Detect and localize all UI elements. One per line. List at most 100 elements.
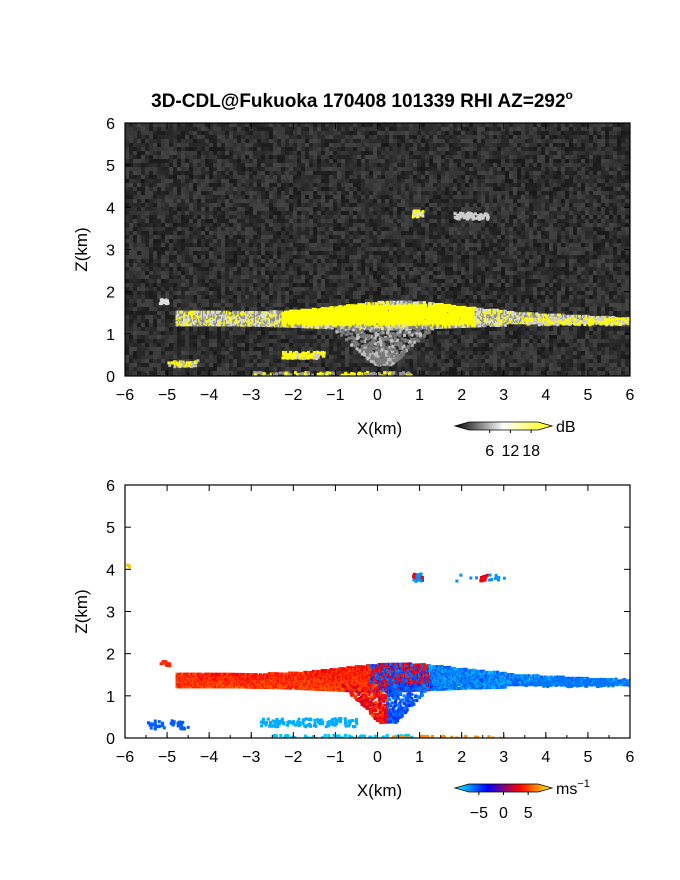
noise-cell — [357, 183, 361, 187]
noise-cell — [305, 255, 309, 259]
noise-cell — [429, 171, 433, 175]
noise-cell — [389, 191, 393, 195]
noise-cell — [261, 139, 265, 143]
noise-cell — [625, 239, 629, 243]
noise-cell — [221, 139, 225, 143]
noise-cell — [577, 271, 581, 275]
noise-cell — [513, 239, 517, 243]
noise-cell — [269, 207, 273, 211]
noise-cell — [457, 231, 461, 235]
noise-cell — [349, 275, 353, 279]
noise-cell — [273, 163, 277, 167]
noise-cell — [441, 135, 445, 139]
noise-cell — [593, 203, 597, 207]
noise-cell — [213, 247, 217, 251]
noise-cell — [233, 263, 237, 267]
noise-cell — [549, 239, 553, 243]
noise-cell — [437, 267, 441, 271]
noise-cell — [401, 227, 405, 231]
noise-cell — [625, 259, 629, 263]
noise-cell — [201, 127, 205, 131]
noise-cell — [281, 187, 285, 191]
noise-cell — [545, 159, 549, 163]
noise-cell — [469, 131, 473, 135]
noise-cell — [161, 271, 165, 275]
noise-cell — [189, 203, 193, 207]
noise-cell — [189, 207, 193, 211]
noise-cell — [441, 251, 445, 255]
noise-cell — [453, 151, 457, 155]
noise-cell — [621, 179, 625, 183]
noise-cell — [605, 215, 609, 219]
noise-cell — [313, 219, 317, 223]
noise-cell — [405, 135, 409, 139]
noise-cell — [577, 207, 581, 211]
noise-cell — [129, 231, 133, 235]
noise-cell — [201, 255, 205, 259]
noise-cell — [585, 203, 589, 207]
noise-cell — [553, 139, 557, 143]
noise-cell — [369, 167, 373, 171]
noise-cell — [141, 123, 145, 127]
noise-cell — [337, 211, 341, 215]
noise-cell — [341, 191, 345, 195]
noise-cell — [169, 155, 173, 159]
noise-cell — [601, 167, 605, 171]
noise-cell — [581, 243, 585, 247]
noise-cell — [417, 183, 421, 187]
noise-cell — [297, 255, 301, 259]
noise-cell — [533, 171, 537, 175]
noise-cell — [545, 243, 549, 247]
noise-cell — [129, 175, 133, 179]
noise-cell — [261, 187, 265, 191]
noise-cell — [357, 227, 361, 231]
noise-cell — [181, 167, 185, 171]
noise-cell — [297, 247, 301, 251]
noise-cell — [449, 191, 453, 195]
noise-cell — [341, 127, 345, 131]
noise-cell — [449, 171, 453, 175]
noise-cell — [193, 259, 197, 263]
noise-cell — [409, 275, 413, 279]
noise-cell — [533, 199, 537, 203]
noise-cell — [333, 219, 337, 223]
noise-cell — [473, 171, 477, 175]
noise-cell — [205, 143, 209, 147]
noise-cell — [345, 131, 349, 135]
noise-cell — [261, 267, 265, 271]
noise-cell — [621, 127, 625, 131]
noise-cell — [261, 259, 265, 263]
noise-cell — [237, 175, 241, 179]
noise-cell — [541, 275, 545, 279]
noise-cell — [353, 251, 357, 255]
noise-cell — [165, 187, 169, 191]
noise-cell — [421, 239, 425, 243]
noise-cell — [301, 223, 305, 227]
noise-cell — [513, 179, 517, 183]
noise-cell — [481, 203, 485, 207]
noise-cell — [249, 215, 253, 219]
noise-cell — [217, 175, 221, 179]
noise-cell — [345, 271, 349, 275]
noise-cell — [257, 271, 261, 275]
noise-cell — [205, 123, 209, 127]
noise-cell — [493, 179, 497, 183]
noise-cell — [405, 239, 409, 243]
noise-cell — [429, 251, 433, 255]
noise-cell — [385, 231, 389, 235]
noise-cell — [181, 127, 185, 131]
noise-cell — [345, 195, 349, 199]
noise-cell — [525, 235, 529, 239]
noise-cell — [153, 239, 157, 243]
noise-cell — [557, 263, 561, 267]
noise-cell — [305, 199, 309, 203]
noise-cell — [441, 255, 445, 259]
noise-cell — [469, 127, 473, 131]
noise-cell — [209, 263, 213, 267]
noise-cell — [581, 131, 585, 135]
noise-cell — [301, 199, 305, 203]
noise-cell — [369, 191, 373, 195]
noise-cell — [129, 195, 133, 199]
noise-cell — [621, 187, 625, 191]
noise-cell — [445, 247, 449, 251]
